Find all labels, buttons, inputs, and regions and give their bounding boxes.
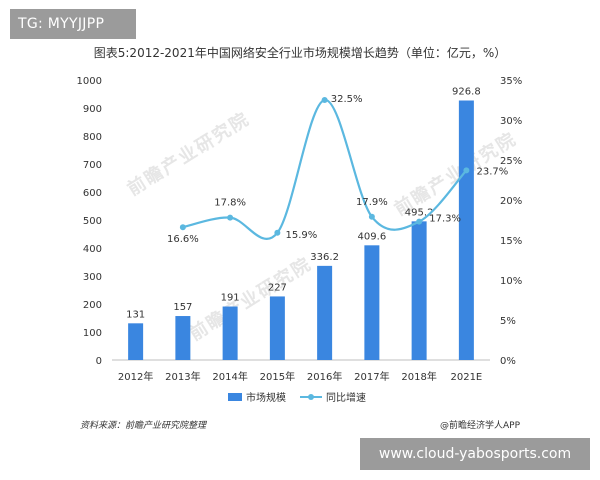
y-left-tick-label: 100: [83, 328, 102, 339]
tag-banner: TG: MYYJJPP: [10, 9, 136, 39]
bar: [128, 323, 144, 360]
y-right-tick-label: 35%: [500, 76, 522, 87]
bar-value-label: 131: [126, 309, 145, 320]
y-left-tick-label: 700: [83, 160, 102, 171]
line-value-label: 17.9%: [356, 197, 388, 208]
line-value-label: 16.6%: [167, 234, 199, 245]
source-note: 资料来源：前瞻产业研究院整理: [80, 421, 207, 431]
bar: [317, 265, 333, 360]
y-left-tick-label: 1000: [77, 76, 102, 87]
bar: [364, 245, 380, 360]
bar-value-label: 227: [268, 282, 287, 293]
y-left-tick-label: 800: [83, 132, 102, 143]
y-right-tick-label: 30%: [500, 116, 522, 127]
bar-value-label: 336.2: [310, 252, 339, 263]
line-point: [463, 167, 470, 174]
line-point: [179, 224, 186, 231]
bar: [222, 306, 238, 360]
x-tick-label: 2012年: [118, 370, 153, 383]
line-value-label: 17.8%: [214, 198, 246, 209]
y-right-tick-label: 10%: [500, 276, 522, 287]
line-point: [274, 229, 281, 236]
x-tick-label: 2018年: [401, 370, 436, 383]
x-tick-label: 2015年: [260, 370, 295, 383]
line-point: [227, 214, 234, 221]
line-value-label: 15.9%: [285, 230, 317, 241]
series-line-growth: [182, 98, 468, 240]
line-point: [416, 218, 423, 225]
bar-value-label: 191: [221, 293, 240, 304]
y-left-tick-label: 400: [83, 244, 102, 255]
x-tick-label: 2014年: [212, 370, 247, 383]
x-tick-label: 2013年: [165, 370, 200, 383]
bar-value-label: 409.6: [358, 231, 387, 242]
line-point: [321, 97, 328, 103]
legend-label-line: 同比增速: [326, 391, 366, 404]
line-value-label: 17.3%: [429, 214, 461, 225]
x-tick-label: 2021E: [450, 372, 482, 383]
chart-title: 图表5:2012-2021年中国网络安全行业市场规模增长趋势（单位：亿元，%）: [93, 46, 507, 60]
y-left-tick-label: 500: [83, 216, 102, 227]
line-value-label: 23.7%: [476, 166, 508, 177]
y-right-tick-label: 25%: [500, 156, 522, 167]
legend-label-bar: 市场规模: [246, 391, 286, 404]
bar-value-label: 157: [173, 302, 192, 313]
bar: [269, 296, 285, 360]
legend-swatch-bar: [228, 393, 242, 401]
y-left-tick-label: 200: [83, 300, 102, 311]
url-watermark: www.cloud-yabosports.com: [360, 438, 590, 470]
y-left-tick-label: 300: [83, 272, 102, 283]
bar-value-label: 926.8: [452, 86, 481, 97]
x-tick-label: 2017年: [354, 370, 389, 383]
y-right-tick-label: 0%: [500, 356, 516, 367]
credit-note: @前瞻经济学人APP: [439, 421, 520, 431]
x-tick-label: 2016年: [307, 370, 342, 383]
legend-swatch-marker: [308, 394, 314, 400]
line-value-label: 32.5%: [331, 94, 363, 105]
bar-value-label: 495.2: [405, 207, 434, 218]
y-right-tick-label: 15%: [500, 236, 522, 247]
y-left-tick-label: 900: [83, 104, 102, 115]
y-right-tick-label: 5%: [500, 316, 516, 327]
y-right-tick-label: 20%: [500, 196, 522, 207]
bar: [458, 100, 474, 360]
y-left-tick-label: 600: [83, 188, 102, 199]
line-point: [368, 213, 375, 220]
bar: [175, 316, 191, 360]
y-left-tick-label: 0: [96, 356, 102, 367]
bar: [411, 221, 427, 360]
